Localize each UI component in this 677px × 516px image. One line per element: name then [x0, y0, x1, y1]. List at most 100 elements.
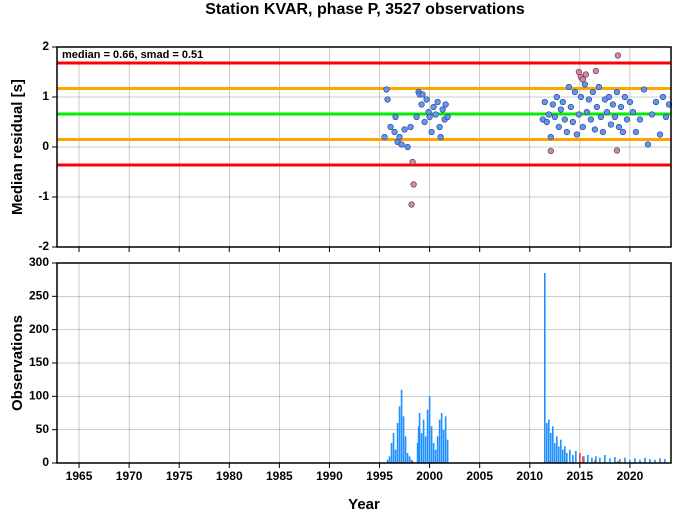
x-axis-label: Year	[348, 496, 380, 511]
bar	[558, 446, 560, 463]
bar	[545, 423, 548, 463]
point	[563, 128, 570, 136]
point	[585, 96, 592, 103]
point	[656, 131, 664, 138]
bar	[550, 433, 552, 463]
bar	[599, 457, 601, 463]
point	[569, 118, 576, 126]
bar	[617, 461, 619, 463]
y-tick-label: 0	[42, 139, 49, 153]
bar	[572, 455, 574, 463]
bar	[562, 449, 564, 463]
point	[577, 93, 584, 101]
point	[640, 86, 648, 93]
bar	[386, 459, 389, 463]
point	[561, 116, 568, 123]
point	[592, 67, 599, 75]
point	[595, 83, 602, 91]
point	[423, 96, 430, 103]
point	[549, 101, 556, 108]
bar	[440, 413, 443, 463]
bar	[396, 423, 399, 463]
point	[582, 71, 589, 78]
point	[401, 126, 408, 133]
point	[632, 128, 640, 136]
point	[547, 147, 554, 155]
point	[644, 141, 652, 148]
bar	[400, 389, 403, 463]
point	[605, 93, 612, 101]
x-tick-label: 1985	[266, 469, 293, 483]
bar	[579, 453, 581, 463]
point	[626, 98, 634, 106]
point	[434, 98, 441, 106]
annotation-box	[58, 48, 228, 61]
bar	[595, 456, 597, 463]
bar	[556, 436, 558, 463]
y-tick-label: 2	[42, 39, 49, 53]
y-tick-label: 250	[29, 289, 49, 303]
bar	[402, 416, 405, 463]
point	[617, 103, 625, 111]
point	[408, 201, 415, 208]
point	[407, 123, 414, 131]
y-tick-label: 300	[29, 255, 49, 269]
point	[413, 113, 420, 121]
bar	[543, 273, 546, 463]
bar	[552, 426, 554, 463]
point	[591, 126, 598, 133]
point	[611, 113, 619, 121]
bar	[417, 426, 420, 463]
plot-frame	[56, 262, 672, 464]
point	[545, 111, 552, 118]
bar	[566, 453, 568, 463]
bar	[424, 436, 427, 463]
bar	[619, 459, 621, 463]
point	[437, 133, 444, 141]
point	[557, 106, 564, 113]
point	[541, 98, 548, 106]
point	[662, 113, 670, 121]
point	[436, 123, 443, 131]
point	[579, 76, 586, 83]
point	[444, 113, 451, 121]
point	[579, 123, 586, 131]
bar	[408, 456, 411, 463]
point	[609, 101, 617, 108]
point	[629, 108, 637, 116]
bar	[394, 449, 397, 463]
point	[636, 116, 644, 123]
x-tick-label: 2005	[466, 469, 493, 483]
point	[410, 181, 417, 188]
bar	[549, 461, 551, 463]
point	[652, 98, 660, 106]
bar	[659, 458, 661, 463]
point	[439, 106, 446, 113]
point	[404, 143, 411, 151]
y-axis-label: Observations	[9, 315, 26, 411]
x-tick-label: 1975	[166, 469, 193, 483]
x-tick-label: 2015	[567, 469, 594, 483]
bar	[426, 409, 429, 463]
bar	[591, 457, 593, 463]
bar	[411, 461, 414, 463]
point	[553, 93, 560, 101]
point	[603, 108, 610, 116]
x-tick-label: 2010	[516, 469, 543, 483]
bar	[432, 443, 435, 463]
bar	[436, 436, 439, 463]
point	[593, 103, 600, 111]
bar	[654, 459, 656, 463]
x-tick-label: 1990	[316, 469, 343, 483]
bar	[634, 458, 636, 463]
point	[613, 147, 621, 154]
point	[587, 116, 594, 123]
bar	[644, 457, 646, 463]
bar	[442, 429, 445, 463]
point	[543, 118, 550, 126]
point	[565, 83, 572, 91]
x-tick-label: 2020	[617, 469, 644, 483]
point	[383, 86, 390, 93]
